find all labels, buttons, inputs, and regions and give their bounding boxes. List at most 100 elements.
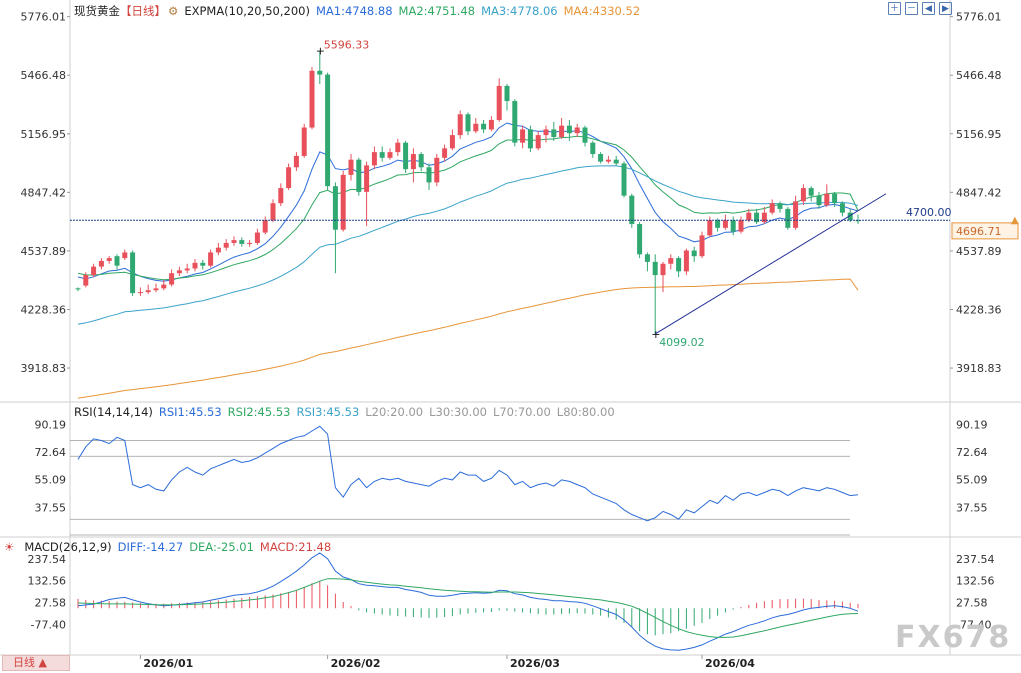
macd-legend: ☀ MACD(26,12,9) DIFF:-14.27 DEA:-25.01 MACD:… [4,540,337,554]
candle-body [379,152,385,158]
candle-body [169,273,175,285]
candle-body [754,212,760,223]
x-label: 2026/04 [705,657,755,670]
price-tick-right: 5156.95 [956,128,1002,141]
candle-body [832,193,838,204]
zoom-out-icon[interactable]: － [905,2,918,15]
candle-body [824,193,830,206]
candle-body [348,159,354,175]
price-tick-right: 5776.01 [956,11,1002,24]
settings-icon[interactable]: ⚙ [168,4,179,18]
candle-body [387,152,393,158]
candle-body [426,167,432,183]
candle-body [293,155,299,168]
l20-label: L20:20.00 [365,405,424,419]
candle-body [738,220,744,232]
candle-body [785,208,791,228]
price-tick-right: 5466.48 [956,69,1002,82]
macd-value-label: MACD:21.48 [259,540,332,554]
x-label: 2026/03 [510,657,560,670]
price-tick-left: 4847.42 [21,186,67,199]
macd-tick-left: 27.58 [35,597,67,610]
candle-body [442,148,448,158]
l80-label: L80:80.00 [556,405,615,419]
last-price-label: 4696.71 [956,225,1002,238]
sun-icon[interactable]: ☀ [4,540,15,554]
rsi1-label: RSI1:45.53 [158,405,222,419]
left-arrow-icon[interactable]: ◀ [922,2,935,15]
candle-body [527,129,533,149]
macd-tick-left: 237.54 [28,553,67,566]
candle-body [208,252,214,266]
candle-body [176,270,182,274]
candle-body [130,252,136,294]
candle-body [808,188,814,196]
ma2-label: MA2:4751.48 [398,4,476,18]
candle-body [75,288,81,290]
rsi-panel [70,425,859,536]
price-tick-left: 5466.48 [21,69,67,82]
candle-body [184,268,190,271]
trend-line [654,193,887,335]
candle-body [793,201,799,228]
macd-tick-left: -77.40 [31,618,66,631]
candle-body [449,135,455,149]
ema-line-2 [77,135,859,281]
candle-body [200,262,206,266]
candle-body [777,203,783,209]
price-tick-left: 4537.89 [21,245,67,258]
ma3-label: MA3:4778.06 [481,4,558,18]
right-arrow-icon[interactable]: ▶ [939,2,952,15]
candle-body [91,266,97,276]
rsi-tick-right: 90.19 [956,418,988,431]
ma1-label: MA1:4748.88 [315,4,393,18]
macd-panel [77,552,859,651]
candle-body [551,129,557,137]
candle-body [722,220,728,228]
candlestick-series [75,50,861,334]
candle-body [473,123,479,132]
rsi-legend: RSI(14,14,14) RSI1:45.53 RSI2:45.53 RSI3:45… [74,405,621,419]
candle-body [145,290,151,293]
candle-body [83,275,89,286]
moving-average-lines [77,122,859,399]
main-indicator-name: EXPMA(10,20,50,200) [184,4,310,18]
candle-body [668,258,674,264]
candle-body [613,159,619,164]
watermark-logo: FX678 [895,620,1012,655]
rsi3-label: RSI3:45.53 [296,405,360,419]
main-legend: 现货黄金【日线】 ⚙ EXPMA(10,20,50,200) MA1:4748.88 M… [74,3,646,19]
candle-body [800,188,806,202]
candle-body [637,224,643,255]
candle-body [496,85,502,120]
candle-body [114,256,120,266]
candle-body [535,135,541,149]
low-marker-icon: + [651,328,660,341]
rsi2-label: RSI2:45.53 [227,405,291,419]
period-button[interactable]: 日线 ▲ [2,655,70,671]
candle-body [278,188,284,204]
candle-body [816,195,822,206]
diff-line [77,552,859,651]
rsi-tick-left: 37.55 [35,501,67,514]
rsi-tick-left: 72.64 [35,446,67,459]
candle-body [621,163,627,196]
candle-body [192,262,198,269]
candle-body [512,101,518,143]
price-tick-left: 5156.95 [21,128,67,141]
candle-body [153,288,159,291]
candle-body [286,167,292,189]
candle-body [746,212,752,221]
ma4-label: MA4:4330.52 [563,4,641,18]
hline-label: 4700.00 [906,206,952,219]
zoom-in-icon[interactable]: ＋ [888,2,901,15]
candle-body [660,263,666,276]
candle-body [434,157,440,183]
candle-body [707,220,713,236]
low-label: 4099.02 [659,336,705,349]
axis-labels: 5776.01 5776.01 5466.48 5466.48 5156.95 5156.… [21,11,1002,670]
candle-body [239,240,245,244]
macd-tick-right: 27.58 [956,597,988,610]
